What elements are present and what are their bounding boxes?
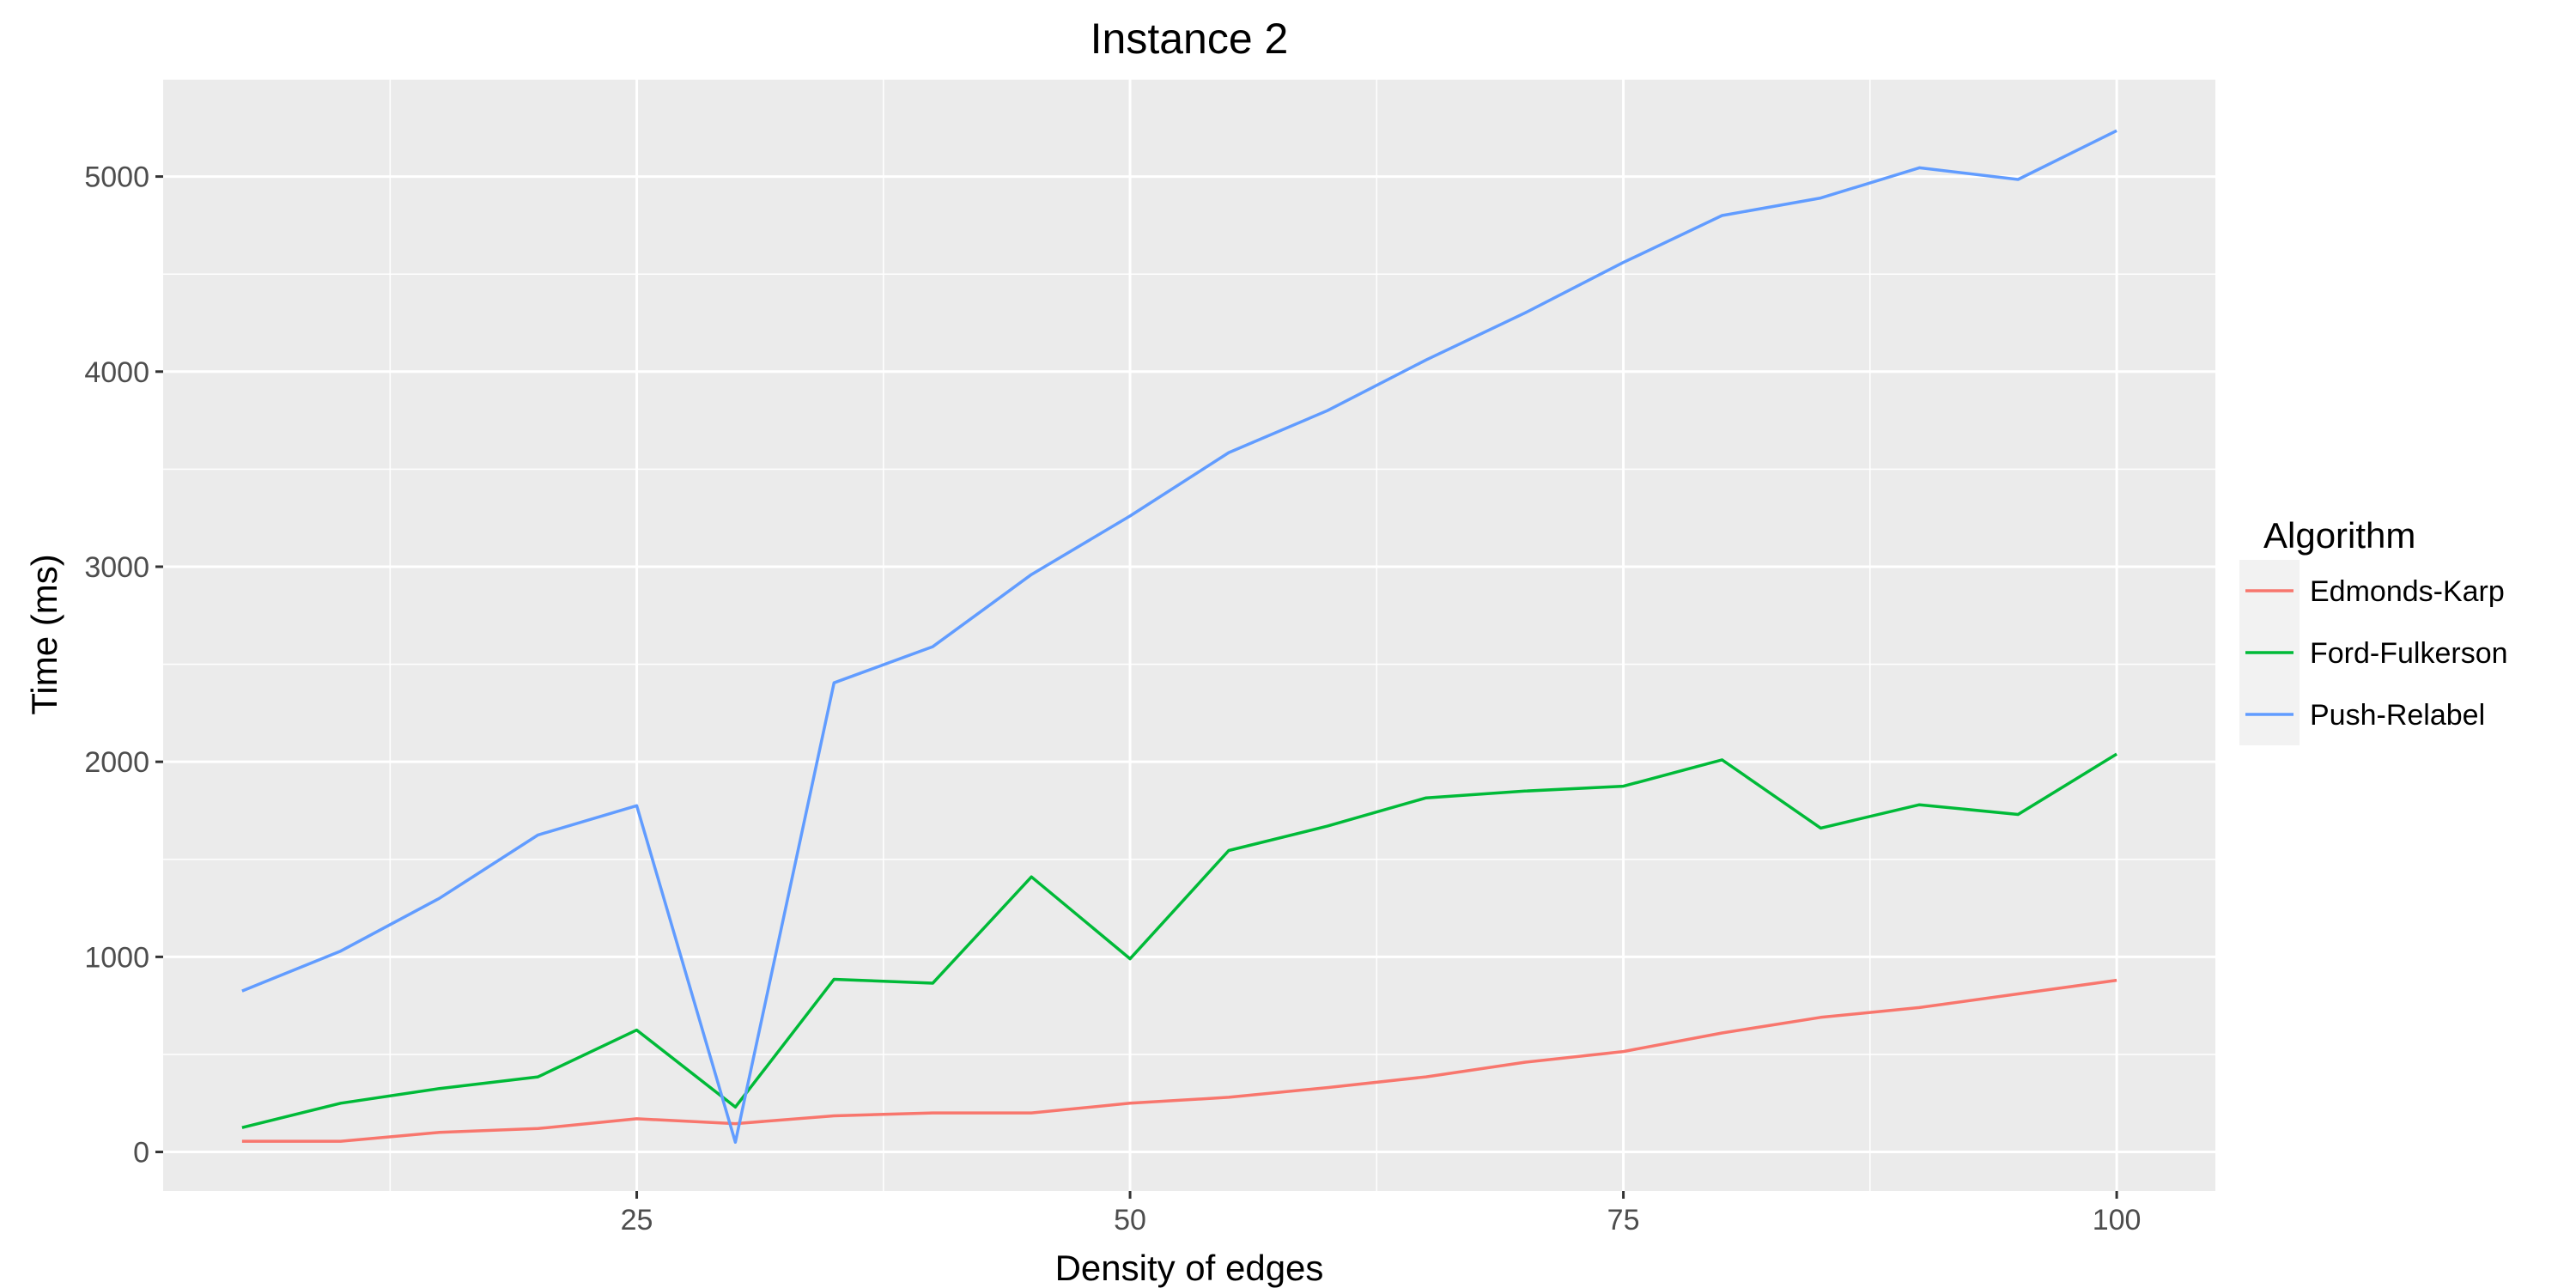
y-tick-label: 2000 xyxy=(84,746,149,779)
x-axis-title: Density of edges xyxy=(1055,1248,1324,1288)
y-tick-label: 3000 xyxy=(84,551,149,584)
legend-label-ford-fulkerson: Ford-Fulkerson xyxy=(2310,637,2508,670)
y-tick-label: 5000 xyxy=(84,161,149,194)
y-tick-label: 1000 xyxy=(84,941,149,974)
y-tick-label: 0 xyxy=(133,1137,149,1170)
x-tick-label: 75 xyxy=(1607,1204,1640,1236)
legend-title: Algorithm xyxy=(2263,515,2415,556)
x-tick-label: 50 xyxy=(1114,1204,1146,1236)
y-tick-label: 4000 xyxy=(84,356,149,389)
legend-label-edmonds-karp: Edmonds-Karp xyxy=(2310,575,2505,608)
series-line-ford-fulkerson xyxy=(241,752,2118,1129)
x-tick-label: 25 xyxy=(621,1204,653,1236)
series-line-edmonds-karp xyxy=(241,978,2117,1143)
x-tick-label: 100 xyxy=(2093,1204,2142,1236)
major-gridlines xyxy=(163,79,2215,1191)
minor-gridlines xyxy=(163,78,2215,1191)
legend: Algorithm Edmonds-Karp Ford-Fulkerson Push… xyxy=(2239,515,2508,745)
series-lines xyxy=(241,129,2118,1144)
y-axis-ticks: 0 1000 2000 3000 4000 5000 xyxy=(84,161,163,1170)
chart-title: Instance 2 xyxy=(1091,15,1289,63)
plot-panel xyxy=(163,79,2215,1191)
legend-label-push-relabel: Push-Relabel xyxy=(2310,699,2485,732)
y-axis-title: Time (ms) xyxy=(24,554,64,714)
series-line-push-relabel xyxy=(241,129,2117,1144)
x-axis-ticks: 25 50 75 100 xyxy=(621,1191,2142,1236)
